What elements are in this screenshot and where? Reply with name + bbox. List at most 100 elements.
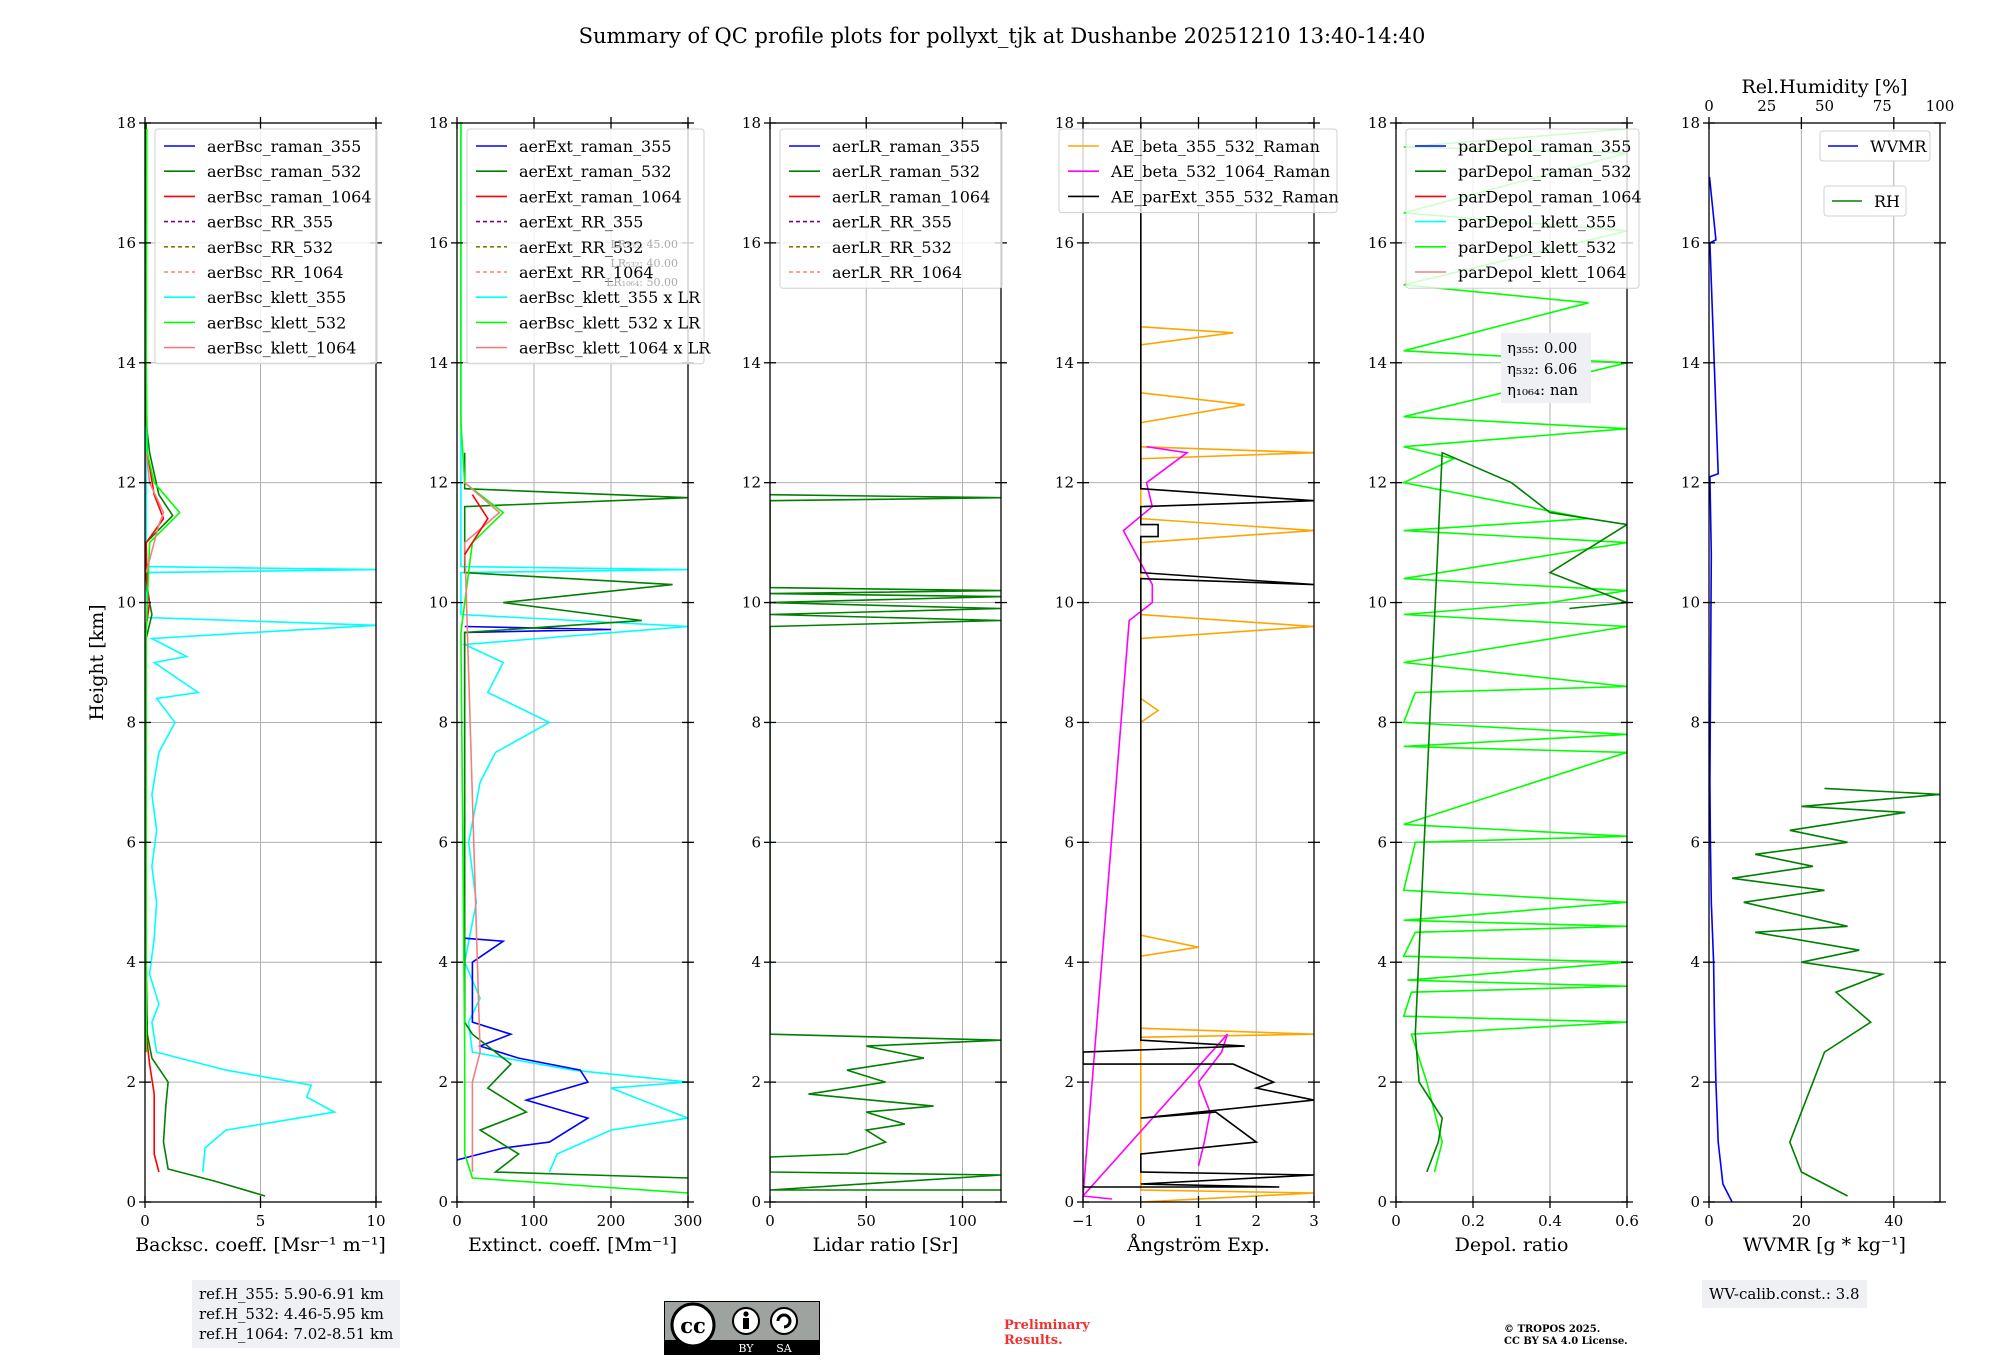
axes-frame — [769, 122, 1002, 1203]
x2tick-label: 25 — [1757, 97, 1776, 115]
legend-label: aerBsc_klett_355 x LR — [519, 288, 701, 307]
legend-label: aerBsc_raman_355 — [207, 137, 361, 156]
legend-label: parDepol_raman_532 — [1458, 162, 1631, 181]
ytick-label: 10 — [1681, 594, 1700, 612]
legend-label: aerExt_raman_532 — [519, 162, 672, 181]
yaxis-label: Height [km] — [86, 604, 108, 720]
ytick-label: 6 — [1377, 833, 1387, 851]
series-ae-0 — [1140, 326, 1314, 1202]
ytick-label: 10 — [1368, 594, 1387, 612]
ytick-label: 18 — [1055, 114, 1074, 132]
lr-annotation: LR₃₅₅: 45.00 — [610, 238, 678, 251]
by-label: BY — [738, 1342, 754, 1355]
ytick-label: 2 — [438, 1073, 448, 1091]
series-wv-1 — [1731, 787, 1940, 1197]
ytick-label: 10 — [742, 594, 761, 612]
ytick-label: 2 — [126, 1073, 136, 1091]
xtick-label: 100 — [520, 1212, 549, 1230]
legend-label: aerExt_RR_532 — [519, 238, 643, 257]
legend-box — [1819, 130, 1931, 162]
ytick-label: 4 — [1377, 953, 1387, 971]
ytick-label: 0 — [751, 1193, 761, 1211]
legend-label: parDepol_raman_355 — [1458, 137, 1631, 156]
legend-label: aerBsc_klett_1064 x LR — [519, 339, 711, 358]
ytick-label: 18 — [117, 114, 136, 132]
ytick-label: 18 — [742, 114, 761, 132]
ref-height-1064: ref.H_1064: 7.02-8.51 km — [199, 1325, 394, 1343]
legend-label: WVMR — [1870, 137, 1927, 156]
ytick-label: 2 — [1064, 1073, 1074, 1091]
series-ext-5 — [464, 494, 489, 556]
xtick-label: 2 — [1251, 1212, 1261, 1230]
xtick-label: −1 — [1072, 1212, 1094, 1230]
ytick-label: 0 — [126, 1193, 136, 1211]
xaxis-label: WVMR [g * kg⁻¹] — [1743, 1234, 1906, 1256]
ytick-label: 6 — [126, 833, 136, 851]
ytick-label: 14 — [1681, 354, 1700, 372]
cc-label: cc — [680, 1313, 706, 1338]
ytick-label: 10 — [117, 594, 136, 612]
xtick-label: 5 — [256, 1212, 266, 1230]
ytick-label: 14 — [429, 354, 448, 372]
ytick-label: 12 — [1368, 474, 1387, 492]
legend-ext: aerExt_raman_355 aerExt_raman_532 aerExt_r… — [466, 128, 711, 365]
x2tick-label: 0 — [1704, 97, 1714, 115]
ytick-label: 10 — [1055, 594, 1074, 612]
eta-box — [1501, 333, 1591, 403]
ytick-label: 6 — [1690, 833, 1700, 851]
x2axis-label: Rel.Humidity [%] — [1741, 76, 1907, 98]
ytick-label: 8 — [751, 713, 761, 731]
ref-height-532: ref.H_532: 4.46-5.95 km — [199, 1305, 384, 1323]
series-ext-0 — [460, 123, 688, 1173]
legend-label: parDepol_raman_1064 — [1458, 187, 1642, 206]
series-ae-1 — [1083, 445, 1229, 1200]
legend-entry-rh: RH — [1823, 185, 1907, 217]
legend-label: aerBsc_klett_532 — [207, 313, 346, 332]
xtick-label: 3 — [1309, 1212, 1319, 1230]
cc-icon — [670, 1302, 716, 1348]
xtick-label: 40 — [1884, 1212, 1903, 1230]
ytick-label: 2 — [751, 1073, 761, 1091]
ytick-label: 18 — [1368, 114, 1387, 132]
xtick-label: 0 — [1136, 1212, 1146, 1230]
axes-frame — [456, 122, 689, 1203]
wv-calibration-box: WV-calib.const.: 3.8 — [1702, 1280, 1867, 1308]
ytick-label: 12 — [1055, 474, 1074, 492]
legend-label: aerLR_RR_532 — [832, 238, 952, 257]
ytick-label: 4 — [1690, 953, 1700, 971]
cc-by-sa-license-badge: cc BY SA — [664, 1301, 820, 1355]
ytick-label: 12 — [1681, 474, 1700, 492]
ytick-label: 16 — [742, 234, 761, 252]
ytick-label: 12 — [429, 474, 448, 492]
ytick-label: 16 — [429, 234, 448, 252]
xtick-label: 100 — [948, 1212, 977, 1230]
ytick-label: 14 — [742, 354, 761, 372]
series-bsc-4 — [145, 452, 165, 573]
xtick-label: 0 — [140, 1212, 150, 1230]
xtick-label: 0 — [452, 1212, 462, 1230]
sa-label: SA — [776, 1342, 793, 1355]
legend-label: parDepol_klett_355 — [1458, 213, 1616, 232]
ytick-label: 18 — [1681, 114, 1700, 132]
share-alike-icon — [770, 1307, 798, 1335]
legend-label: aerBsc_raman_532 — [207, 162, 361, 181]
legend-label: aerLR_raman_1064 — [832, 187, 990, 206]
ytick-label: 4 — [126, 953, 136, 971]
xtick-label: 0 — [1704, 1212, 1714, 1230]
xtick-label: 0.2 — [1461, 1212, 1485, 1230]
legend-label: aerExt_RR_355 — [519, 213, 643, 232]
legend-label: parDepol_klett_532 — [1458, 238, 1616, 257]
lr-annotation: LR₅₃₂: 40.00 — [610, 257, 678, 270]
ytick-label: 8 — [1064, 713, 1074, 731]
series-ext-4 — [463, 482, 501, 1172]
axes-frame — [1708, 122, 1941, 1203]
legend-label: aerLR_RR_355 — [832, 213, 952, 232]
xtick-label: 0.4 — [1538, 1212, 1562, 1230]
xaxis-label: Ångström Exp. — [1126, 1234, 1270, 1256]
axes-frame — [1395, 122, 1628, 1203]
series-depol-1 — [1414, 451, 1627, 1173]
legend-label: aerExt_raman_355 — [519, 137, 672, 156]
x2tick-label: 75 — [1873, 97, 1892, 115]
